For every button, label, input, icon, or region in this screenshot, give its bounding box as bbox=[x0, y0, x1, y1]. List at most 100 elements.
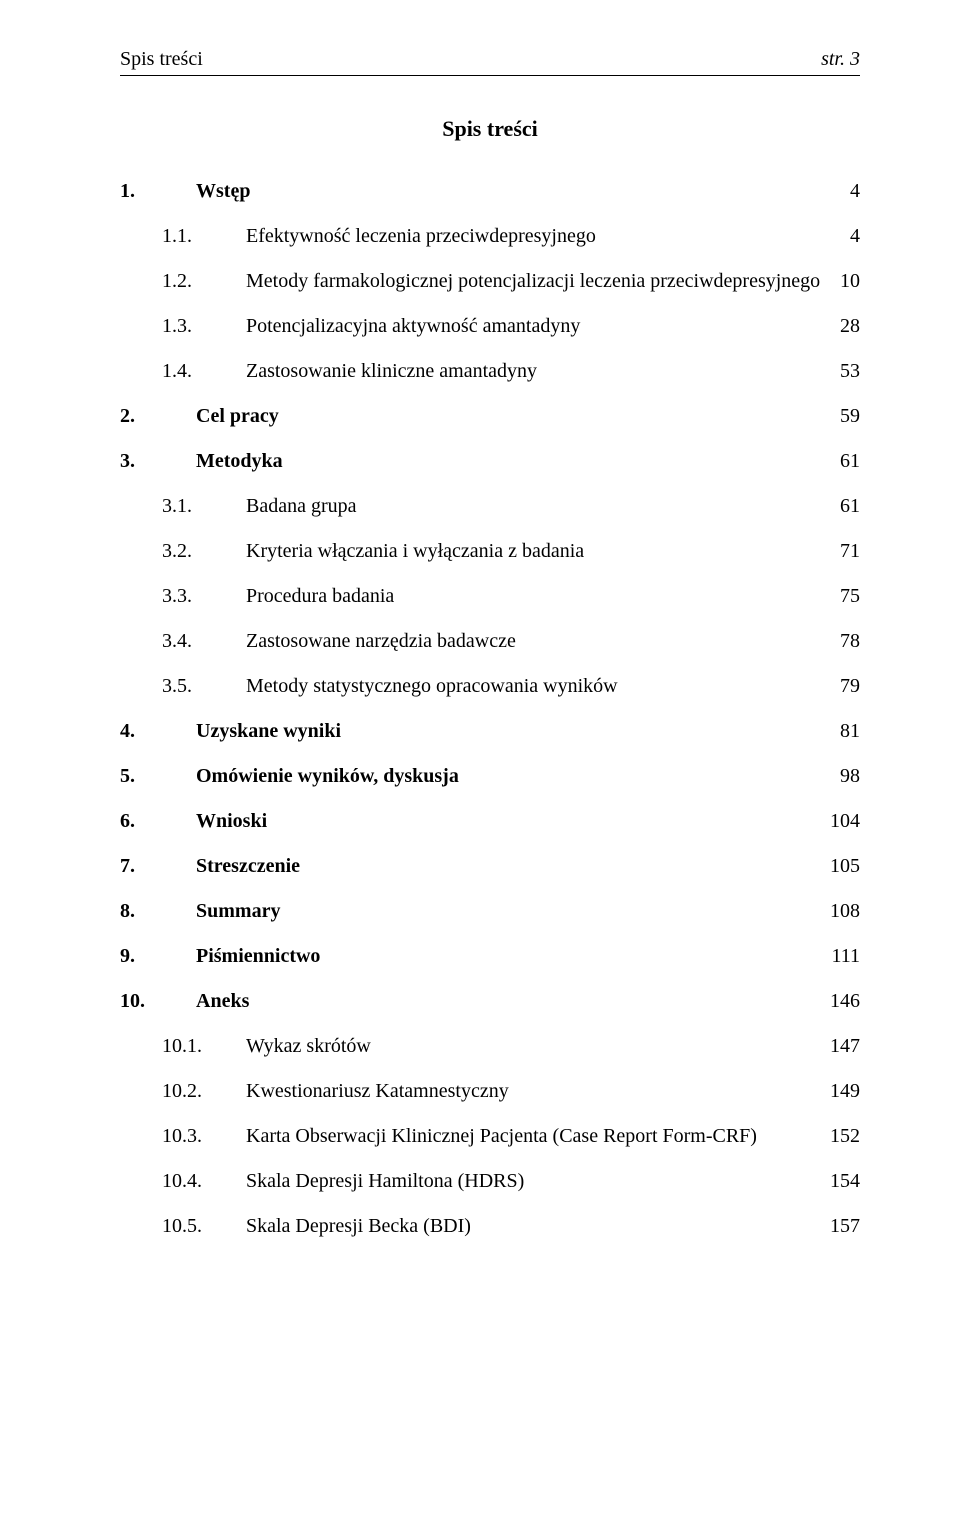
toc-entry-number: 3.3. bbox=[162, 583, 246, 610]
toc-entry-page: 104 bbox=[828, 808, 860, 835]
toc-entry-label: Procedura badania bbox=[246, 583, 394, 610]
table-of-contents: 1.Wstęp41.1.Efektywność leczenia przeciw… bbox=[120, 178, 860, 1240]
toc-entry-label: Uzyskane wyniki bbox=[196, 718, 341, 745]
toc-entry-number: 3.1. bbox=[162, 493, 246, 520]
page-header: Spis treści str. 3 bbox=[120, 48, 860, 76]
toc-entry: 10.4.Skala Depresji Hamiltona (HDRS) 154 bbox=[162, 1168, 860, 1195]
toc-entry-page: 98 bbox=[838, 763, 860, 790]
toc-entry-number: 6. bbox=[120, 808, 196, 835]
toc-entry-number: 10.1. bbox=[162, 1033, 246, 1060]
header-section-title: Spis treści bbox=[120, 48, 203, 71]
toc-entry: 2.Cel pracy 59 bbox=[120, 403, 860, 430]
toc-entry: 3.2.Kryteria włączania i wyłączania z ba… bbox=[162, 538, 860, 565]
document-page: Spis treści str. 3 Spis treści 1.Wstęp41… bbox=[0, 0, 960, 1531]
toc-entry: 3.1.Badana grupa 61 bbox=[162, 493, 860, 520]
toc-entry-label: Skala Depresji Hamiltona (HDRS) bbox=[246, 1168, 524, 1195]
toc-entry-page: 28 bbox=[838, 313, 860, 340]
toc-entry-number: 2. bbox=[120, 403, 196, 430]
toc-entry: 3.Metodyka 61 bbox=[120, 448, 860, 475]
toc-entry-label: Zastosowanie kliniczne amantadyny bbox=[246, 358, 537, 385]
toc-entry: 1.Wstęp 4 bbox=[120, 178, 860, 205]
toc-entry-page: 59 bbox=[838, 403, 860, 430]
toc-entry: 3.4.Zastosowane narzędzia badawcze 78 bbox=[162, 628, 860, 655]
toc-entry-page: 78 bbox=[838, 628, 860, 655]
toc-entry-label: Skala Depresji Becka (BDI) bbox=[246, 1213, 471, 1240]
toc-entry-label: Wnioski bbox=[196, 808, 267, 835]
toc-entry-number: 5. bbox=[120, 763, 196, 790]
toc-entry: 1.2.Metody farmakologicznej potencjaliza… bbox=[162, 268, 860, 295]
toc-entry-page: 108 bbox=[828, 898, 860, 925]
toc-entry-page: 149 bbox=[828, 1078, 860, 1105]
toc-entry-number: 3.4. bbox=[162, 628, 246, 655]
toc-entry: 9.Piśmiennictwo 111 bbox=[120, 943, 860, 970]
toc-entry-label: Potencjalizacyjna aktywność amantadyny bbox=[246, 313, 580, 340]
toc-entry-page: 4 bbox=[848, 178, 860, 205]
toc-entry: 10.5.Skala Depresji Becka (BDI) 157 bbox=[162, 1213, 860, 1240]
toc-entry: 7.Streszczenie 105 bbox=[120, 853, 860, 880]
toc-entry-page: 61 bbox=[838, 448, 860, 475]
toc-title: Spis treści bbox=[120, 116, 860, 142]
toc-entry-label: Kwestionariusz Katamnestyczny bbox=[246, 1078, 509, 1105]
toc-entry-label: Wstęp bbox=[196, 178, 250, 205]
toc-entry: 1.3.Potencjalizacyjna aktywność amantady… bbox=[162, 313, 860, 340]
toc-entry: 1.4.Zastosowanie kliniczne amantadyny 53 bbox=[162, 358, 860, 385]
toc-entry-label: Metody farmakologicznej potencjalizacji … bbox=[246, 268, 820, 295]
toc-entry-number: 10.5. bbox=[162, 1213, 246, 1240]
toc-entry-page: 154 bbox=[828, 1168, 860, 1195]
toc-entry-number: 7. bbox=[120, 853, 196, 880]
toc-entry-label: Piśmiennictwo bbox=[196, 943, 320, 970]
toc-entry-label: Zastosowane narzędzia badawcze bbox=[246, 628, 516, 655]
toc-entry: 8.Summary 108 bbox=[120, 898, 860, 925]
toc-entry-page: 71 bbox=[838, 538, 860, 565]
toc-entry-label: Efektywność leczenia przeciwdepresyjnego bbox=[246, 223, 596, 250]
toc-entry-number: 3.5. bbox=[162, 673, 246, 700]
toc-entry-number: 10.3. bbox=[162, 1123, 246, 1150]
toc-entry: 10.3.Karta Obserwacji Klinicznej Pacjent… bbox=[162, 1123, 860, 1150]
toc-entry-number: 1.2. bbox=[162, 268, 246, 295]
toc-entry-page: 10 bbox=[838, 268, 860, 295]
toc-entry-number: 10. bbox=[120, 988, 196, 1015]
toc-entry-number: 10.4. bbox=[162, 1168, 246, 1195]
toc-entry-page: 105 bbox=[828, 853, 860, 880]
toc-entry: 5.Omówienie wyników, dyskusja 98 bbox=[120, 763, 860, 790]
toc-entry-label: Omówienie wyników, dyskusja bbox=[196, 763, 459, 790]
toc-entry: 6.Wnioski 104 bbox=[120, 808, 860, 835]
toc-entry-page: 79 bbox=[838, 673, 860, 700]
toc-entry: 3.3.Procedura badania75 bbox=[162, 583, 860, 610]
toc-entry-number: 1.4. bbox=[162, 358, 246, 385]
toc-entry-label: Metodyka bbox=[196, 448, 283, 475]
toc-entry: 10.2.Kwestionariusz Katamnestyczny 149 bbox=[162, 1078, 860, 1105]
toc-entry: 3.5.Metody statystycznego opracowania wy… bbox=[162, 673, 860, 700]
toc-entry-page: 146 bbox=[828, 988, 860, 1015]
toc-entry: 10.1.Wykaz skrótów 147 bbox=[162, 1033, 860, 1060]
toc-entry-page: 4 bbox=[848, 223, 860, 250]
toc-entry: 4.Uzyskane wyniki 81 bbox=[120, 718, 860, 745]
toc-entry-label: Wykaz skrótów bbox=[246, 1033, 371, 1060]
toc-entry-page: 53 bbox=[838, 358, 860, 385]
toc-entry-number: 4. bbox=[120, 718, 196, 745]
toc-entry-page: 111 bbox=[829, 943, 860, 970]
toc-entry: 10.Aneks 146 bbox=[120, 988, 860, 1015]
toc-entry-number: 10.2. bbox=[162, 1078, 246, 1105]
toc-entry-number: 8. bbox=[120, 898, 196, 925]
toc-entry-label: Summary bbox=[196, 898, 280, 925]
header-page-number: str. 3 bbox=[821, 48, 860, 71]
toc-entry-label: Kryteria włączania i wyłączania z badani… bbox=[246, 538, 584, 565]
toc-entry-label: Karta Obserwacji Klinicznej Pacjenta (Ca… bbox=[246, 1123, 757, 1150]
toc-entry-label: Badana grupa bbox=[246, 493, 357, 520]
toc-entry-number: 1. bbox=[120, 178, 196, 205]
toc-entry-number: 1.1. bbox=[162, 223, 246, 250]
toc-entry-label: Aneks bbox=[196, 988, 249, 1015]
toc-entry-number: 9. bbox=[120, 943, 196, 970]
toc-entry-number: 1.3. bbox=[162, 313, 246, 340]
toc-entry: 1.1.Efektywność leczenia przeciwdepresyj… bbox=[162, 223, 860, 250]
toc-entry-label: Cel pracy bbox=[196, 403, 279, 430]
toc-entry-page: 147 bbox=[828, 1033, 860, 1060]
toc-entry-page: 81 bbox=[838, 718, 860, 745]
toc-entry-number: 3. bbox=[120, 448, 196, 475]
toc-entry-label: Metody statystycznego opracowania wynikó… bbox=[246, 673, 618, 700]
toc-entry-page: 61 bbox=[838, 493, 860, 520]
toc-entry-label: Streszczenie bbox=[196, 853, 300, 880]
toc-entry-page: 157 bbox=[828, 1213, 860, 1240]
toc-entry-page: 152 bbox=[828, 1123, 860, 1150]
